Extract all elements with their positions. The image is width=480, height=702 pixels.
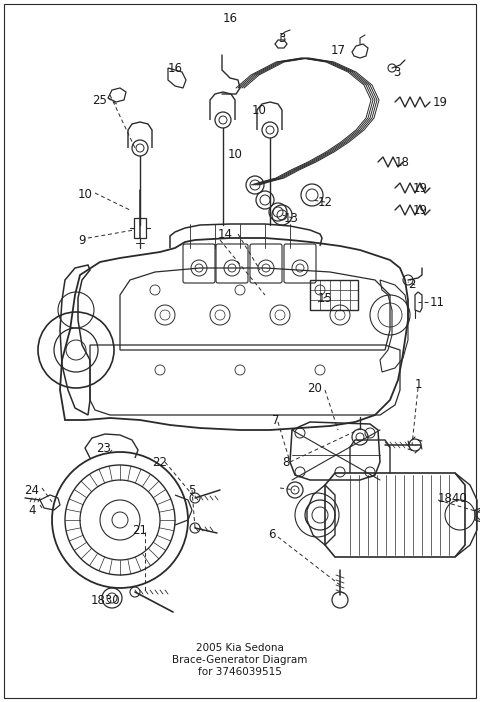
Text: 17: 17 bbox=[331, 44, 346, 56]
Text: 10: 10 bbox=[252, 103, 267, 117]
Text: 3: 3 bbox=[393, 65, 400, 79]
Text: 22: 22 bbox=[153, 456, 168, 468]
Text: 3: 3 bbox=[278, 32, 286, 44]
Text: 10: 10 bbox=[228, 149, 243, 161]
Text: 10: 10 bbox=[78, 189, 93, 201]
Text: 14: 14 bbox=[218, 227, 233, 241]
Text: for 3746039515: for 3746039515 bbox=[198, 667, 282, 677]
Text: 1830: 1830 bbox=[90, 593, 120, 607]
Text: 19: 19 bbox=[413, 204, 428, 216]
Text: 21: 21 bbox=[132, 524, 147, 536]
Text: 1: 1 bbox=[415, 378, 422, 392]
Text: 11: 11 bbox=[430, 296, 445, 308]
Text: 5: 5 bbox=[188, 484, 195, 496]
Text: 7: 7 bbox=[272, 413, 279, 427]
Text: 16: 16 bbox=[168, 62, 182, 74]
Text: Brace-Generator Diagram: Brace-Generator Diagram bbox=[172, 655, 308, 665]
Text: 13: 13 bbox=[284, 211, 299, 225]
Text: 8: 8 bbox=[282, 456, 290, 468]
Text: 2: 2 bbox=[408, 277, 416, 291]
Text: 18: 18 bbox=[395, 156, 410, 168]
Text: 20: 20 bbox=[308, 381, 323, 395]
Text: 9: 9 bbox=[78, 234, 85, 246]
Text: 15: 15 bbox=[318, 291, 333, 305]
Text: 6: 6 bbox=[268, 529, 276, 541]
Bar bbox=[134, 218, 146, 238]
Text: 2005 Kia Sedona: 2005 Kia Sedona bbox=[196, 643, 284, 653]
Text: 4: 4 bbox=[28, 503, 36, 517]
Text: 16: 16 bbox=[223, 11, 238, 25]
Text: 25: 25 bbox=[93, 93, 108, 107]
Text: 12: 12 bbox=[318, 195, 333, 208]
Text: 1840: 1840 bbox=[438, 491, 468, 505]
Text: 24: 24 bbox=[24, 484, 39, 496]
Text: 23: 23 bbox=[96, 442, 111, 454]
Text: 19: 19 bbox=[413, 182, 428, 194]
Bar bbox=[310, 280, 358, 310]
Text: 19: 19 bbox=[433, 95, 448, 109]
